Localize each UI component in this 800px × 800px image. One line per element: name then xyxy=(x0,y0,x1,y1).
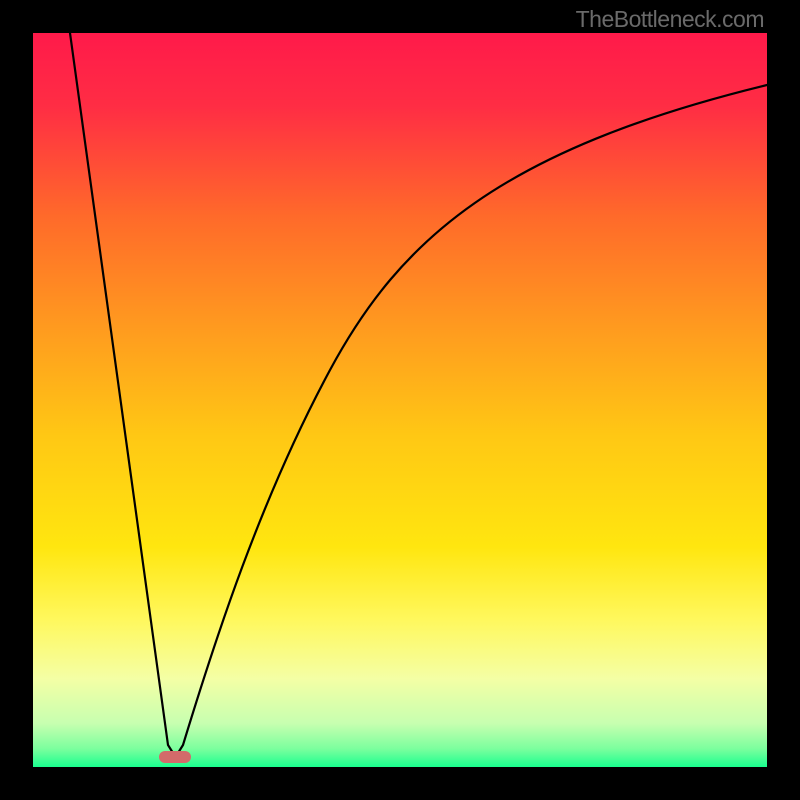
plot-area xyxy=(33,33,767,767)
watermark-text: TheBottleneck.com xyxy=(576,6,764,33)
chart-container: TheBottleneck.com xyxy=(0,0,800,800)
